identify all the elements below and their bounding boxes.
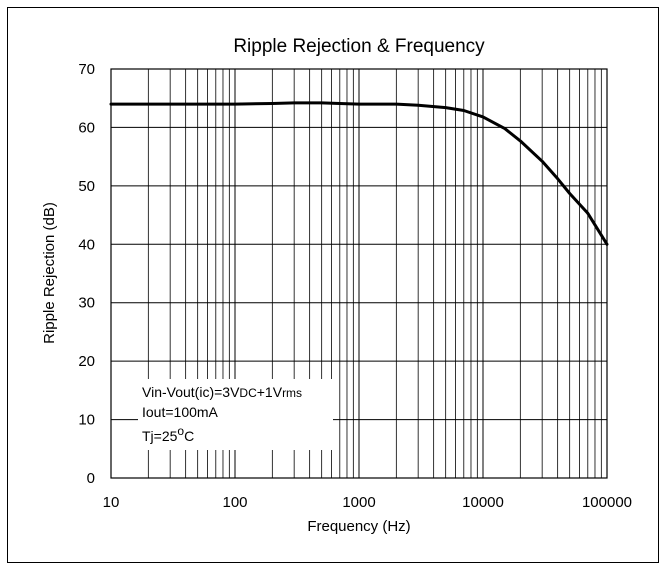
- y-tick-label: 70: [78, 61, 95, 78]
- annotation-rms-sub: rms: [282, 386, 302, 400]
- y-tick-labels: 0 10 20 30 40 50 60 70: [78, 61, 95, 487]
- series-line: [109, 101, 609, 246]
- annotation-tj: Tj=25oC: [142, 424, 194, 444]
- x-tick-label: 10000: [462, 494, 504, 511]
- x-tick-labels: 10 100 1000 10000 100000: [103, 494, 632, 511]
- annotation-plus-v: +1V: [257, 384, 283, 400]
- chart-title: Ripple Rejection & Frequency: [233, 36, 485, 57]
- annotation-box: [138, 379, 333, 450]
- x-axis-label: Frequency (Hz): [307, 518, 410, 535]
- y-tick-label: 30: [78, 295, 95, 312]
- annotation-degree-sup: o: [177, 424, 184, 438]
- annotation-vin-vout: Vin-Vout(ic)=3VDC+1Vrms: [142, 384, 302, 400]
- y-tick-label: 50: [78, 178, 95, 195]
- x-tick-label: 1000: [342, 494, 375, 511]
- annotation-iout: Iout=100mA: [142, 404, 219, 420]
- plot-area-border: [110, 68, 608, 479]
- chart-frame: [7, 7, 659, 563]
- y-tick-label: 60: [78, 119, 95, 136]
- x-tick-label: 10: [103, 494, 120, 511]
- y-tick-label: 40: [78, 236, 95, 253]
- annotation-vin-vout-main: Vin-Vout(ic)=3V: [142, 384, 240, 400]
- y-tick-label: 20: [78, 353, 95, 370]
- annotation-celsius: C: [184, 428, 194, 444]
- x-tick-label: 100: [222, 494, 247, 511]
- y-tick-label: 0: [87, 470, 95, 487]
- x-tick-label: 100000: [582, 494, 632, 511]
- annotation-tj-main: Tj=25: [142, 428, 178, 444]
- y-axis-label: Ripple Rejection (dB): [41, 202, 58, 344]
- y-tick-label: 10: [78, 412, 95, 429]
- annotation-dc-sub: DC: [239, 386, 257, 400]
